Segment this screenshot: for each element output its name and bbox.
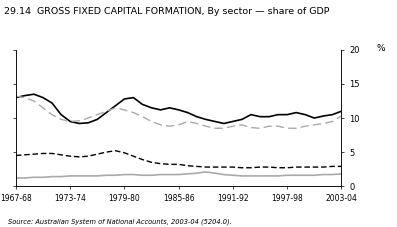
Text: Source: Australian System of National Accounts, 2003-04 (5204.0).: Source: Australian System of National Ac… — [8, 218, 232, 225]
Text: 29.14  GROSS FIXED CAPITAL FORMATION, By sector — share of GDP: 29.14 GROSS FIXED CAPITAL FORMATION, By … — [4, 7, 330, 16]
Y-axis label: %: % — [376, 44, 385, 54]
